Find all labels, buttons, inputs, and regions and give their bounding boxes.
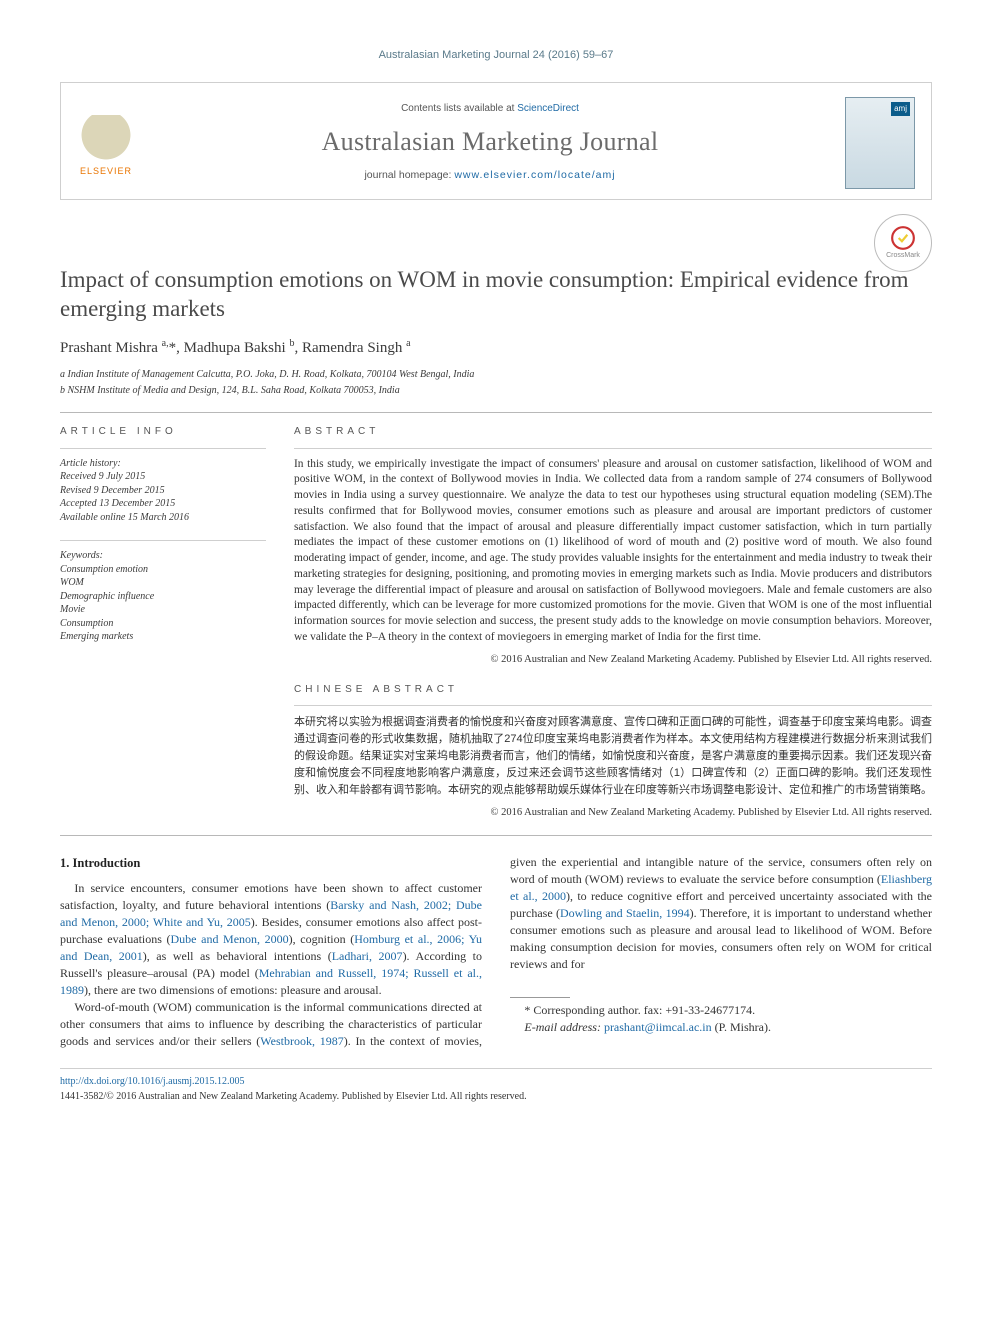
text-run: ), cognition ( [289, 932, 355, 946]
abstract-text: In this study, we empirically investigat… [294, 457, 932, 646]
crossmark-badge[interactable]: CrossMark [874, 214, 932, 272]
affiliation: b NSHM Institute of Media and Design, 12… [60, 384, 932, 399]
abstract-col: ABSTRACT In this study, we empirically i… [294, 425, 932, 820]
citation-link[interactable]: Ladhari, 2007 [332, 949, 403, 963]
history-line: Available online 15 March 2016 [60, 511, 266, 525]
history-line: Received 9 July 2015 [60, 470, 266, 484]
email-suffix: (P. Mishra). [712, 1020, 771, 1034]
page-root: Australasian Marketing Journal 24 (2016)… [0, 0, 992, 1134]
abstract-label: ABSTRACT [294, 425, 932, 440]
history-line: Accepted 13 December 2015 [60, 497, 266, 511]
running-head: Australasian Marketing Journal 24 (2016)… [60, 48, 932, 64]
sciencedirect-link[interactable]: ScienceDirect [517, 103, 579, 114]
journal-cover-tag: amj [891, 102, 910, 116]
keyword: Demographic influence [60, 590, 266, 604]
divider [294, 448, 932, 449]
body-two-column: 1. Introduction In service encounters, c… [60, 854, 932, 1050]
contents-line: Contents lists available at ScienceDirec… [153, 102, 827, 117]
chinese-abstract-text: 本研究将以实验为根据调查消费者的愉悦度和兴奋度对顾客满意度、宣传口碑和正面口碑的… [294, 714, 932, 799]
text-run: ), as well as behavioral intentions ( [143, 949, 332, 963]
article-info-col: ARTICLE INFO Article history: Received 9… [60, 425, 266, 820]
journal-name: Australasian Marketing Journal [153, 123, 827, 161]
keyword: WOM [60, 576, 266, 590]
title-block: Impact of consumption emotions on WOM in… [60, 266, 932, 398]
issn-copyright: 1441-3582/© 2016 Australian and New Zeal… [60, 1090, 932, 1105]
keywords-label: Keywords: [60, 549, 266, 563]
article-title: Impact of consumption emotions on WOM in… [60, 266, 932, 324]
keywords: Keywords: Consumption emotion WOM Demogr… [60, 549, 266, 644]
divider [60, 540, 266, 541]
email-label: E-mail address: [524, 1020, 604, 1034]
elsevier-tree-icon [79, 115, 133, 165]
chinese-copyright: © 2016 Australian and New Zealand Market… [294, 805, 932, 820]
contents-prefix: Contents lists available at [401, 103, 517, 114]
journal-cover-thumb: amj [845, 97, 915, 189]
divider [510, 997, 570, 998]
body-paragraph: In service encounters, consumer emotions… [60, 880, 482, 999]
article-info-label: ARTICLE INFO [60, 425, 266, 440]
elsevier-logo: ELSEVIER [77, 108, 135, 178]
keyword: Consumption [60, 617, 266, 631]
text-run: ), there are two dimensions of emotions:… [84, 983, 382, 997]
homepage-prefix: journal homepage: [364, 169, 454, 181]
corresponding-email-line: E-mail address: prashant@iimcal.ac.in (P… [510, 1019, 932, 1036]
keyword: Movie [60, 603, 266, 617]
affiliation: a Indian Institute of Management Calcutt… [60, 368, 932, 383]
corresponding-line: * Corresponding author. fax: +91-33-2467… [510, 1002, 932, 1019]
corresponding-author-block: * Corresponding author. fax: +91-33-2467… [510, 997, 932, 1036]
page-footer: http://dx.doi.org/10.1016/j.ausmj.2015.1… [60, 1068, 932, 1104]
article-history: Article history: Received 9 July 2015 Re… [60, 457, 266, 525]
author-list: Prashant Mishra a,*, Madhupa Bakshi b, R… [60, 337, 932, 360]
email-link[interactable]: prashant@iimcal.ac.in [604, 1020, 712, 1034]
masthead: ELSEVIER Contents lists available at Sci… [60, 82, 932, 200]
divider [60, 448, 266, 449]
info-abstract-row: ARTICLE INFO Article history: Received 9… [60, 425, 932, 820]
citation-link[interactable]: Dowling and Staelin, 1994 [560, 906, 690, 920]
citation-link[interactable]: Dube and Menon, 2000 [171, 932, 289, 946]
masthead-center: Contents lists available at ScienceDirec… [153, 102, 827, 183]
history-label: Article history: [60, 457, 266, 471]
divider [60, 835, 932, 836]
homepage-line: journal homepage: www.elsevier.com/locat… [153, 168, 827, 183]
homepage-link[interactable]: www.elsevier.com/locate/amj [454, 169, 615, 181]
section-heading: 1. Introduction [60, 854, 482, 872]
divider [60, 412, 932, 413]
doi-link[interactable]: http://dx.doi.org/10.1016/j.ausmj.2015.1… [60, 1076, 245, 1087]
citation-link[interactable]: Westbrook, 1987 [260, 1034, 343, 1048]
keyword: Consumption emotion [60, 563, 266, 577]
crossmark-row: CrossMark [60, 214, 932, 272]
publisher-label: ELSEVIER [80, 165, 132, 178]
chinese-abstract-label: CHINESE ABSTRACT [294, 683, 932, 698]
affiliations: a Indian Institute of Management Calcutt… [60, 368, 932, 398]
abstract-copyright: © 2016 Australian and New Zealand Market… [294, 652, 932, 667]
history-line: Revised 9 December 2015 [60, 484, 266, 498]
crossmark-icon [890, 225, 916, 251]
crossmark-label: CrossMark [886, 251, 920, 261]
keyword: Emerging markets [60, 630, 266, 644]
divider [294, 705, 932, 706]
